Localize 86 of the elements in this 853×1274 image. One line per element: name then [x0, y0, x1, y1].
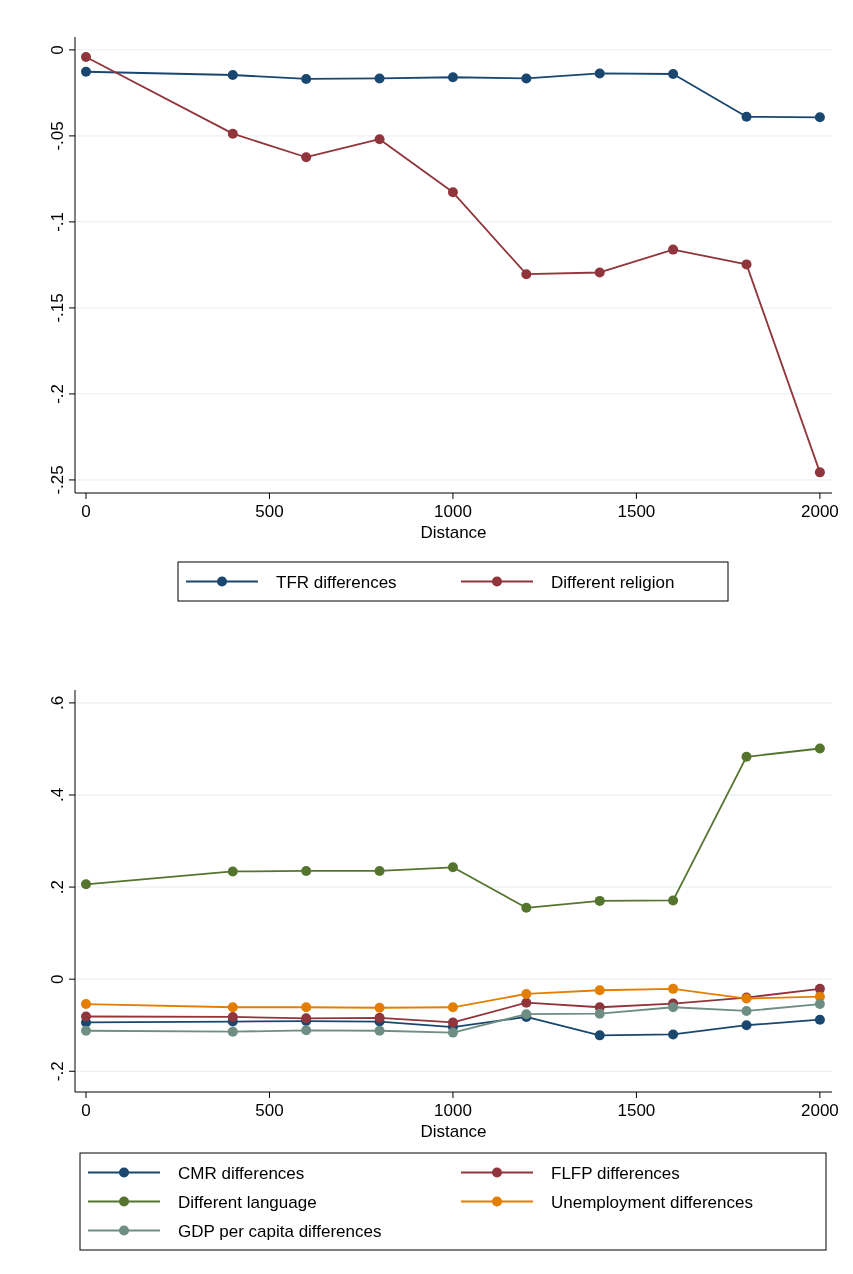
- point: [814, 112, 825, 123]
- point: [594, 1030, 605, 1041]
- x-tick-label: 0: [81, 502, 91, 521]
- point: [741, 259, 752, 270]
- y-tick-label: -.2: [48, 1061, 67, 1082]
- point: [447, 187, 458, 198]
- point: [741, 1020, 752, 1031]
- y-tick-label: .4: [48, 787, 67, 803]
- point: [521, 269, 532, 280]
- point: [81, 51, 92, 62]
- point: [447, 1017, 458, 1028]
- point: [668, 1002, 679, 1013]
- point: [594, 985, 605, 996]
- point: [81, 879, 92, 890]
- point: [814, 467, 825, 478]
- x-tick-label: 500: [255, 1101, 284, 1120]
- legend-label: GDP per capita differences: [178, 1221, 382, 1241]
- y-tick-label: 0: [48, 974, 67, 984]
- point: [447, 862, 458, 873]
- point: [521, 73, 532, 84]
- point: [668, 244, 679, 255]
- point: [301, 865, 312, 876]
- point: [814, 1014, 825, 1025]
- point: [741, 1005, 752, 1016]
- y-tick-label: .6: [48, 695, 67, 710]
- point: [227, 128, 238, 139]
- y-tick-label: 0: [48, 45, 67, 55]
- point: [374, 73, 385, 84]
- point: [668, 1029, 679, 1040]
- point: [227, 866, 238, 877]
- point: [594, 1008, 605, 1019]
- legend-label: TFR differences: [276, 572, 397, 592]
- point: [81, 1011, 92, 1022]
- point: [521, 988, 532, 999]
- point: [227, 70, 238, 81]
- point: [814, 999, 825, 1010]
- point: [227, 1011, 238, 1022]
- legend-label: CMR differences: [178, 1163, 305, 1183]
- point: [301, 1025, 312, 1036]
- point: [81, 66, 92, 77]
- x-axis-title: Distance: [420, 1122, 487, 1141]
- x-tick-label: 1500: [617, 1101, 656, 1120]
- x-tick-label: 2000: [800, 1101, 839, 1120]
- point: [447, 72, 458, 83]
- point: [227, 1026, 238, 1037]
- legend-label: Different religion: [551, 572, 675, 592]
- y-tick-label: -.1: [48, 211, 67, 232]
- legend-label: FLFP differences: [551, 1163, 680, 1183]
- point: [81, 999, 92, 1010]
- point: [374, 1012, 385, 1023]
- point: [521, 902, 532, 913]
- point: [81, 1025, 92, 1036]
- legend-label: Unemployment differences: [551, 1192, 753, 1212]
- point: [374, 1025, 385, 1036]
- y-tick-label: -.2: [48, 384, 67, 404]
- x-tick-label: 2000: [800, 502, 839, 521]
- point: [227, 1002, 238, 1013]
- point: [374, 1002, 385, 1013]
- point: [594, 68, 605, 79]
- point: [814, 743, 825, 754]
- point: [594, 267, 605, 278]
- x-tick-label: 1000: [434, 502, 472, 521]
- point: [521, 997, 532, 1008]
- point: [668, 68, 679, 79]
- legend-label: Different language: [178, 1192, 317, 1212]
- point: [594, 895, 605, 906]
- point: [301, 1002, 312, 1013]
- point: [301, 152, 312, 163]
- point: [668, 895, 679, 906]
- y-tick-label: .2: [48, 879, 67, 895]
- y-tick-label: -.05: [48, 121, 67, 151]
- x-axis-title: Distance: [420, 523, 487, 542]
- y-tick-label: -.25: [48, 465, 67, 495]
- point: [447, 1027, 458, 1038]
- y-tick-label: -.15: [48, 293, 67, 323]
- x-tick-label: 500: [255, 502, 284, 521]
- point: [741, 111, 752, 122]
- point: [374, 134, 385, 145]
- point: [301, 73, 312, 84]
- point: [374, 865, 385, 876]
- x-tick-label: 1000: [434, 1101, 472, 1120]
- x-tick-label: 0: [81, 1101, 91, 1120]
- x-tick-label: 1500: [617, 502, 656, 521]
- point: [741, 751, 752, 762]
- point: [668, 983, 679, 994]
- point: [447, 1002, 458, 1013]
